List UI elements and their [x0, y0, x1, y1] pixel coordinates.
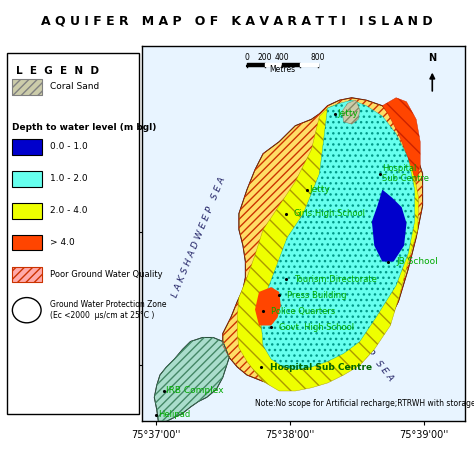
Bar: [11, 234, 42, 251]
Polygon shape: [223, 98, 423, 385]
Bar: [11, 79, 42, 95]
Text: 2.0 - 4.0: 2.0 - 4.0: [50, 206, 88, 215]
Text: 1.0 - 2.0: 1.0 - 2.0: [50, 174, 88, 183]
Text: Jetty: Jetty: [310, 185, 331, 194]
Ellipse shape: [12, 298, 41, 323]
Text: JB School: JB School: [396, 257, 438, 266]
Polygon shape: [383, 98, 420, 182]
Text: Depth to water level (m bgl): Depth to water level (m bgl): [11, 123, 156, 132]
Text: Police Quarters: Police Quarters: [271, 306, 336, 316]
Bar: [11, 79, 42, 95]
Text: Coral Sand: Coral Sand: [50, 82, 100, 91]
Text: N: N: [428, 54, 437, 63]
Text: Jetty: Jetty: [337, 109, 358, 118]
Text: Ground Water Protection Zone
(Ec <2000  μs/cm at 25°C ): Ground Water Protection Zone (Ec <2000 μ…: [50, 300, 166, 320]
Bar: [11, 267, 42, 283]
Text: IRB Complex: IRB Complex: [166, 387, 224, 396]
Polygon shape: [155, 338, 229, 421]
Text: L  E  G  E  N  D: L E G E N D: [16, 66, 99, 76]
FancyBboxPatch shape: [8, 53, 139, 414]
Polygon shape: [255, 287, 281, 326]
Text: Helipad: Helipad: [158, 410, 191, 420]
Text: 800: 800: [310, 53, 325, 62]
Text: 0.0 - 1.0: 0.0 - 1.0: [50, 142, 88, 151]
Text: L A K S H A D W E E P   S E A: L A K S H A D W E E P S E A: [309, 276, 395, 383]
Bar: [11, 139, 42, 155]
Bar: [11, 171, 42, 187]
Text: Poor Ground Water Quality: Poor Ground Water Quality: [50, 270, 163, 279]
Text: A Q U I F E R   M A P   O F   K A V A R A T T I   I S L A N D: A Q U I F E R M A P O F K A V A R A T T …: [41, 15, 433, 27]
Text: Press Building: Press Building: [287, 291, 347, 300]
Text: Girls:High:School: Girls:High:School: [294, 209, 365, 218]
Text: Note:No scope for Artificial recharge;RTRWH with storage feasible: Note:No scope for Artificial recharge;RT…: [255, 399, 474, 408]
Text: Hospital
Sub Centre: Hospital Sub Centre: [383, 164, 429, 183]
Polygon shape: [262, 100, 415, 370]
Text: 400: 400: [275, 53, 290, 62]
Bar: [11, 203, 42, 218]
Text: L A K S H A D W E E P   S E A: L A K S H A D W E E P S E A: [170, 176, 227, 299]
Text: > 4.0: > 4.0: [50, 238, 75, 247]
Text: Govt. High School: Govt. High School: [279, 322, 354, 332]
Text: Tourism:Directorate: Tourism:Directorate: [294, 275, 376, 284]
Text: Metres: Metres: [269, 65, 295, 74]
Text: 0: 0: [245, 53, 249, 62]
Bar: [11, 267, 42, 283]
Text: 200: 200: [257, 53, 272, 62]
Text: Hospital Sub Centre: Hospital Sub Centre: [270, 363, 372, 371]
Polygon shape: [237, 104, 419, 391]
Polygon shape: [342, 100, 360, 124]
Polygon shape: [372, 190, 407, 262]
